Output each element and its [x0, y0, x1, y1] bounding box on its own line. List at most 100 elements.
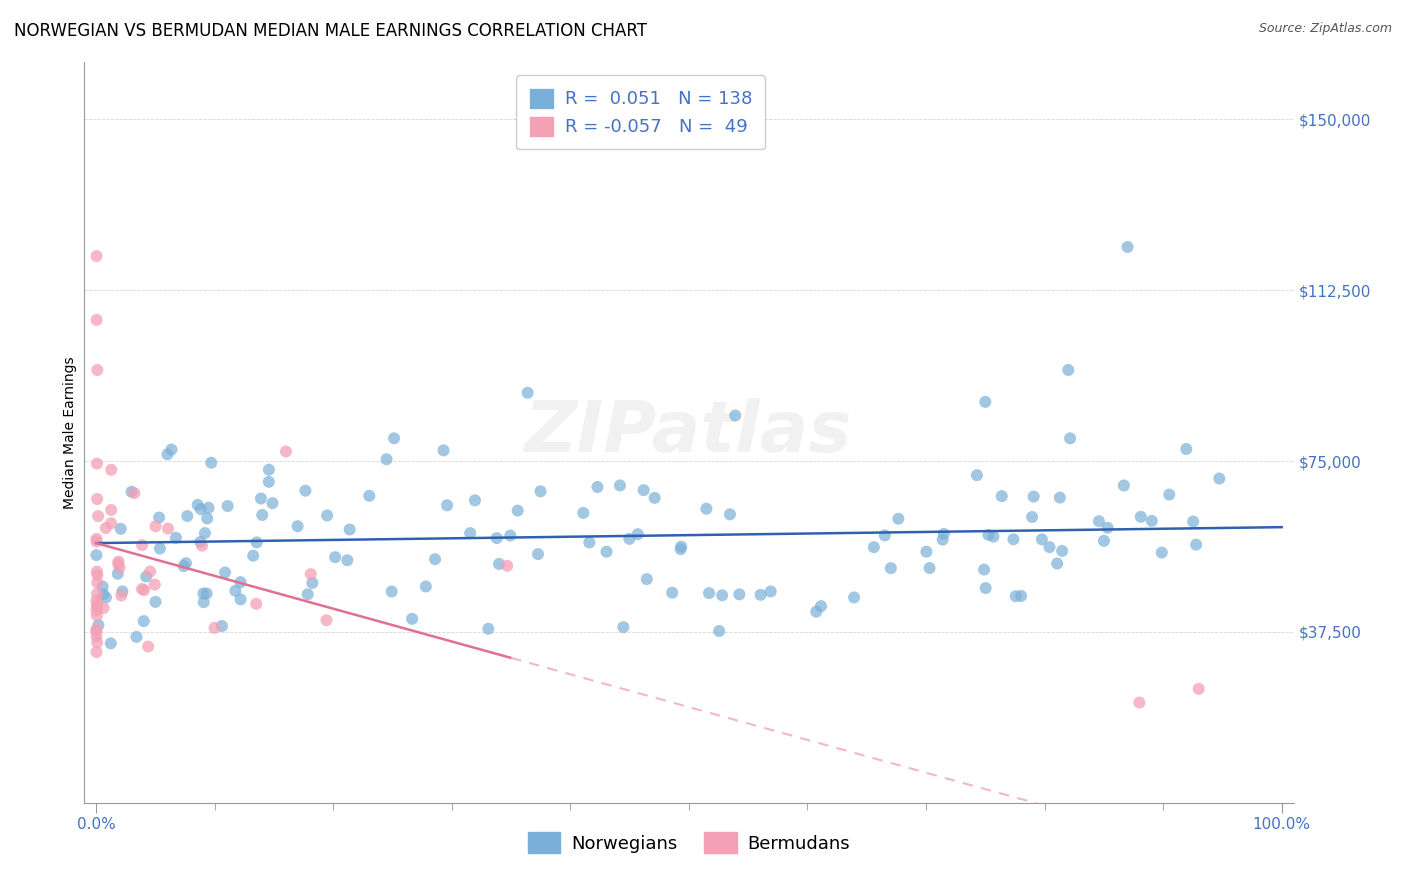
- Point: [918, 561, 941, 575]
- Point: [197, 500, 219, 515]
- Point: [217, 499, 239, 513]
- Point: [86, 534, 108, 549]
- Point: [100, 463, 122, 477]
- Y-axis label: Median Male Earnings: Median Male Earnings: [63, 356, 77, 509]
- Point: [86, 624, 108, 638]
- Point: [749, 588, 772, 602]
- Point: [121, 484, 143, 499]
- Point: [86, 532, 108, 546]
- Point: [499, 528, 522, 542]
- Point: [932, 527, 955, 541]
- Point: [1038, 540, 1060, 554]
- Point: [174, 556, 197, 570]
- Point: [131, 582, 153, 596]
- Point: [136, 640, 159, 654]
- Point: [156, 447, 179, 461]
- Point: [436, 498, 458, 512]
- Point: [287, 519, 309, 533]
- Point: [661, 585, 683, 599]
- Point: [423, 552, 446, 566]
- Point: [1097, 521, 1119, 535]
- Point: [165, 531, 187, 545]
- Point: [107, 557, 129, 571]
- Point: [173, 559, 195, 574]
- Point: [132, 614, 155, 628]
- Point: [108, 560, 131, 574]
- Point: [1031, 533, 1053, 547]
- Point: [1002, 533, 1025, 547]
- Point: [274, 444, 297, 458]
- Point: [595, 544, 617, 558]
- Point: [415, 579, 437, 593]
- Point: [609, 478, 631, 492]
- Point: [86, 249, 108, 263]
- Point: [323, 550, 346, 565]
- Point: [86, 603, 108, 617]
- Point: [880, 561, 903, 575]
- Point: [1129, 509, 1152, 524]
- Point: [669, 540, 692, 554]
- Point: [148, 510, 170, 524]
- Point: [242, 549, 264, 563]
- Point: [86, 457, 108, 471]
- Point: [842, 591, 865, 605]
- Point: [636, 572, 658, 586]
- Point: [100, 516, 122, 531]
- Point: [86, 623, 108, 637]
- Text: Source: ZipAtlas.com: Source: ZipAtlas.com: [1258, 22, 1392, 36]
- Point: [160, 442, 183, 457]
- Point: [974, 581, 997, 595]
- Point: [724, 409, 747, 423]
- Point: [190, 535, 212, 549]
- Point: [488, 557, 510, 571]
- Point: [250, 508, 273, 522]
- Point: [84, 593, 107, 607]
- Point: [496, 558, 519, 573]
- Point: [401, 612, 423, 626]
- Point: [1140, 514, 1163, 528]
- Point: [516, 385, 538, 400]
- Point: [86, 568, 108, 582]
- Point: [145, 519, 167, 533]
- Point: [131, 538, 153, 552]
- Point: [229, 575, 252, 590]
- Point: [1188, 681, 1211, 696]
- Point: [301, 576, 323, 591]
- Point: [200, 456, 222, 470]
- Point: [506, 503, 529, 517]
- Point: [931, 533, 953, 547]
- Point: [315, 613, 337, 627]
- Point: [86, 598, 108, 612]
- Point: [143, 577, 166, 591]
- Point: [94, 521, 117, 535]
- Point: [578, 535, 600, 549]
- Point: [973, 563, 995, 577]
- Point: [124, 486, 146, 500]
- Point: [1059, 431, 1081, 445]
- Point: [432, 443, 454, 458]
- Point: [1010, 589, 1032, 603]
- Point: [100, 636, 122, 650]
- Point: [86, 363, 108, 377]
- Point: [644, 491, 666, 505]
- Point: [915, 545, 938, 559]
- Point: [193, 595, 215, 609]
- Point: [156, 522, 179, 536]
- Point: [91, 580, 114, 594]
- Point: [195, 586, 218, 600]
- Point: [527, 547, 550, 561]
- Point: [966, 468, 988, 483]
- Point: [145, 595, 167, 609]
- Point: [297, 587, 319, 601]
- Point: [619, 532, 641, 546]
- Point: [125, 630, 148, 644]
- Point: [211, 619, 233, 633]
- Point: [86, 548, 108, 562]
- Point: [1092, 533, 1115, 548]
- Point: [381, 584, 404, 599]
- Point: [86, 575, 108, 590]
- Point: [1021, 510, 1043, 524]
- Point: [718, 508, 741, 522]
- Point: [110, 522, 132, 536]
- Point: [135, 569, 157, 583]
